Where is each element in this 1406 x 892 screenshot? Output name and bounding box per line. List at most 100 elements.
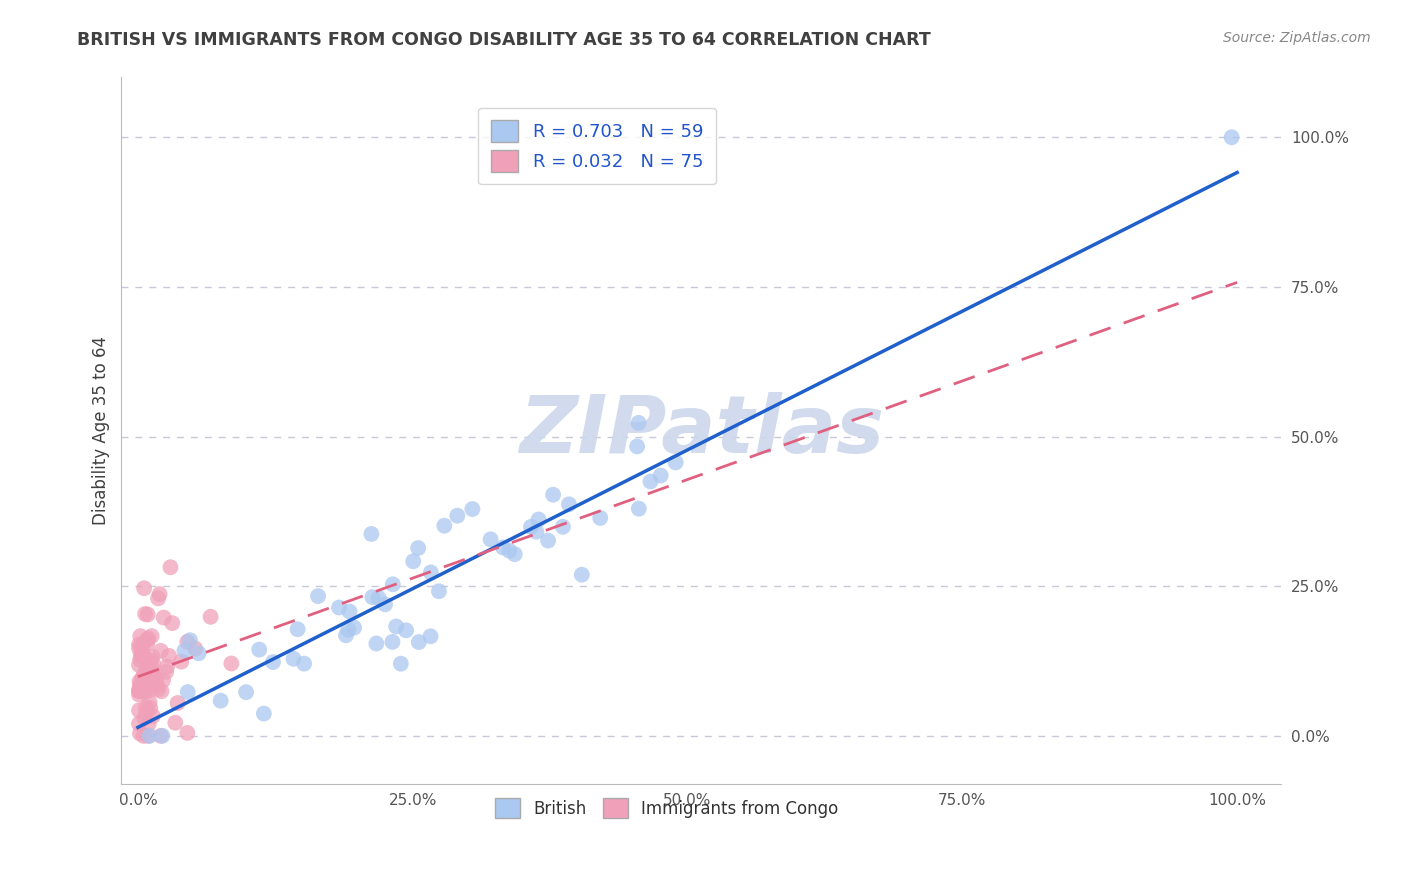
Point xyxy=(253,706,276,721)
Point xyxy=(170,655,193,669)
Point xyxy=(520,520,543,534)
Point xyxy=(537,533,560,548)
Point xyxy=(503,547,526,561)
Point xyxy=(527,512,550,526)
Point xyxy=(665,455,688,469)
Point xyxy=(235,685,257,699)
Legend: British, Immigrants from Congo: British, Immigrants from Congo xyxy=(488,791,845,825)
Point xyxy=(287,622,309,636)
Point xyxy=(132,648,155,663)
Point xyxy=(427,584,450,599)
Point xyxy=(381,577,404,591)
Point xyxy=(159,560,181,574)
Point xyxy=(221,657,243,671)
Point xyxy=(128,657,150,672)
Point xyxy=(149,729,172,743)
Point xyxy=(131,638,153,652)
Point xyxy=(200,609,222,624)
Point xyxy=(128,681,150,696)
Point xyxy=(419,566,441,580)
Point xyxy=(138,683,160,698)
Point xyxy=(498,543,520,558)
Point xyxy=(152,610,174,624)
Point xyxy=(419,629,441,643)
Point xyxy=(146,591,169,606)
Point xyxy=(343,621,366,635)
Point xyxy=(366,636,388,650)
Point xyxy=(650,468,672,483)
Point xyxy=(150,684,173,698)
Point xyxy=(128,683,150,698)
Point xyxy=(129,726,152,740)
Point xyxy=(135,660,157,674)
Point xyxy=(134,607,156,621)
Point xyxy=(479,533,502,547)
Point xyxy=(135,706,157,720)
Point xyxy=(176,635,198,649)
Point xyxy=(360,527,382,541)
Point xyxy=(129,648,152,663)
Text: Source: ZipAtlas.com: Source: ZipAtlas.com xyxy=(1223,31,1371,45)
Point xyxy=(136,637,159,651)
Point xyxy=(155,665,177,679)
Point xyxy=(129,629,152,643)
Point xyxy=(134,711,156,725)
Point xyxy=(139,670,162,684)
Point xyxy=(262,655,284,669)
Point xyxy=(128,703,150,717)
Point xyxy=(145,672,167,686)
Point xyxy=(128,688,150,702)
Point xyxy=(129,678,152,692)
Point xyxy=(571,567,593,582)
Point xyxy=(339,605,361,619)
Point xyxy=(640,475,662,489)
Point xyxy=(136,632,159,646)
Point xyxy=(136,729,159,743)
Point xyxy=(337,623,360,637)
Point xyxy=(165,715,187,730)
Point xyxy=(406,541,429,555)
Point xyxy=(139,701,162,715)
Point xyxy=(408,635,430,649)
Point xyxy=(402,554,425,568)
Point xyxy=(162,616,184,631)
Point xyxy=(135,700,157,714)
Point xyxy=(374,598,396,612)
Point xyxy=(129,678,152,692)
Point xyxy=(389,657,412,671)
Point xyxy=(149,644,172,658)
Point xyxy=(142,709,165,723)
Point xyxy=(148,682,170,697)
Point xyxy=(361,590,384,604)
Point xyxy=(138,716,160,731)
Point xyxy=(173,644,195,658)
Point xyxy=(247,642,270,657)
Point xyxy=(134,581,156,595)
Point xyxy=(381,635,404,649)
Point xyxy=(138,695,160,709)
Point xyxy=(177,685,200,699)
Point xyxy=(131,670,153,684)
Point xyxy=(139,653,162,667)
Point xyxy=(129,653,152,667)
Point xyxy=(156,659,179,673)
Point xyxy=(134,651,156,665)
Point xyxy=(128,684,150,698)
Text: ZIPatlas: ZIPatlas xyxy=(519,392,884,469)
Point xyxy=(150,729,173,743)
Point xyxy=(128,674,150,689)
Point xyxy=(283,652,305,666)
Point xyxy=(131,645,153,659)
Point xyxy=(626,439,648,453)
Point xyxy=(179,633,201,648)
Point xyxy=(152,673,174,688)
Point xyxy=(176,726,198,740)
Point xyxy=(589,511,612,525)
Point xyxy=(328,600,350,615)
Point xyxy=(128,641,150,656)
Point xyxy=(141,629,163,643)
Point xyxy=(292,657,315,671)
Point xyxy=(184,641,207,656)
Point xyxy=(149,587,172,601)
Point xyxy=(307,589,329,603)
